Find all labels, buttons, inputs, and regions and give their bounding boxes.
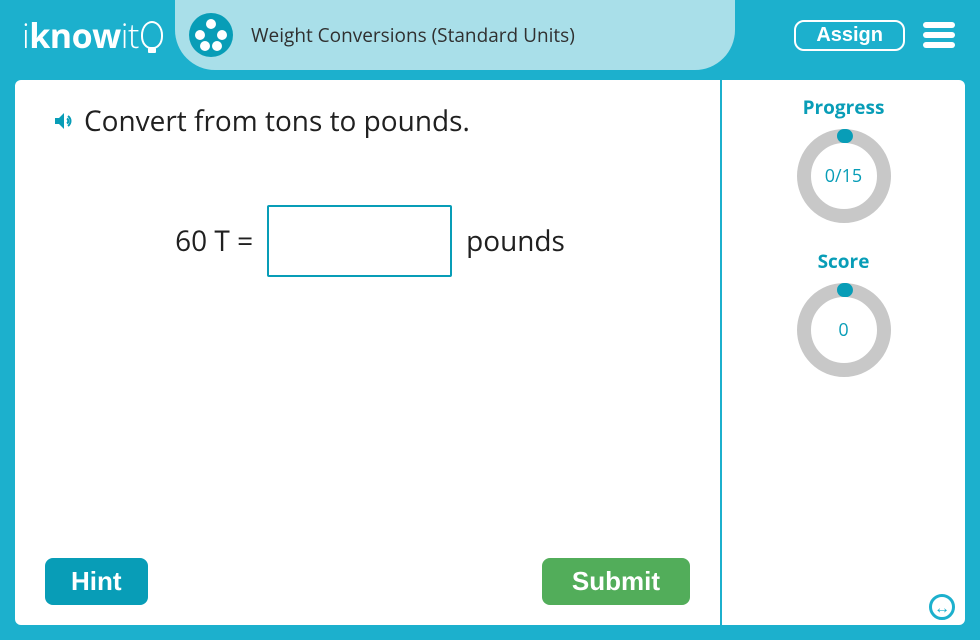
hint-button[interactable]: Hint [45,558,148,605]
header: iknowit Weight Conversions (Standard Uni… [0,0,980,70]
score-ring: 0 [794,280,894,380]
content-area: Convert from tons to pounds. 60 T = poun… [15,80,965,625]
submit-button[interactable]: Submit [542,558,690,605]
logo-prefix: i [22,12,29,58]
side-panel: Progress 0/15 Score 0 [720,80,965,625]
lesson-title-pill: Weight Conversions (Standard Units) [175,0,735,70]
logo-suffix: it [121,12,139,58]
fullscreen-icon[interactable] [929,594,955,620]
question-row: Convert from tons to pounds. [50,102,690,140]
score-label: Score [818,248,870,274]
level-badge-icon [189,13,233,57]
bottom-bar: Hint Submit [45,558,690,605]
progress-text: 0/15 [794,126,894,226]
bulb-icon [141,21,163,49]
logo-mid: know [29,12,121,58]
progress-ring: 0/15 [794,126,894,226]
logo[interactable]: iknowit [22,12,163,58]
equation-row: 60 T = pounds [50,205,690,277]
lesson-title: Weight Conversions (Standard Units) [251,22,575,48]
question-prompt: Convert from tons to pounds. [84,102,470,140]
answer-input[interactable] [267,205,452,277]
assign-button[interactable]: Assign [794,20,905,51]
equation-lhs: 60 T = [175,222,253,260]
equation-unit: pounds [466,222,565,260]
speaker-icon[interactable] [50,109,78,133]
progress-label: Progress [803,94,885,120]
score-text: 0 [794,280,894,380]
main-panel: Convert from tons to pounds. 60 T = poun… [15,80,720,625]
app-frame: iknowit Weight Conversions (Standard Uni… [0,0,980,640]
menu-icon[interactable] [923,22,955,48]
